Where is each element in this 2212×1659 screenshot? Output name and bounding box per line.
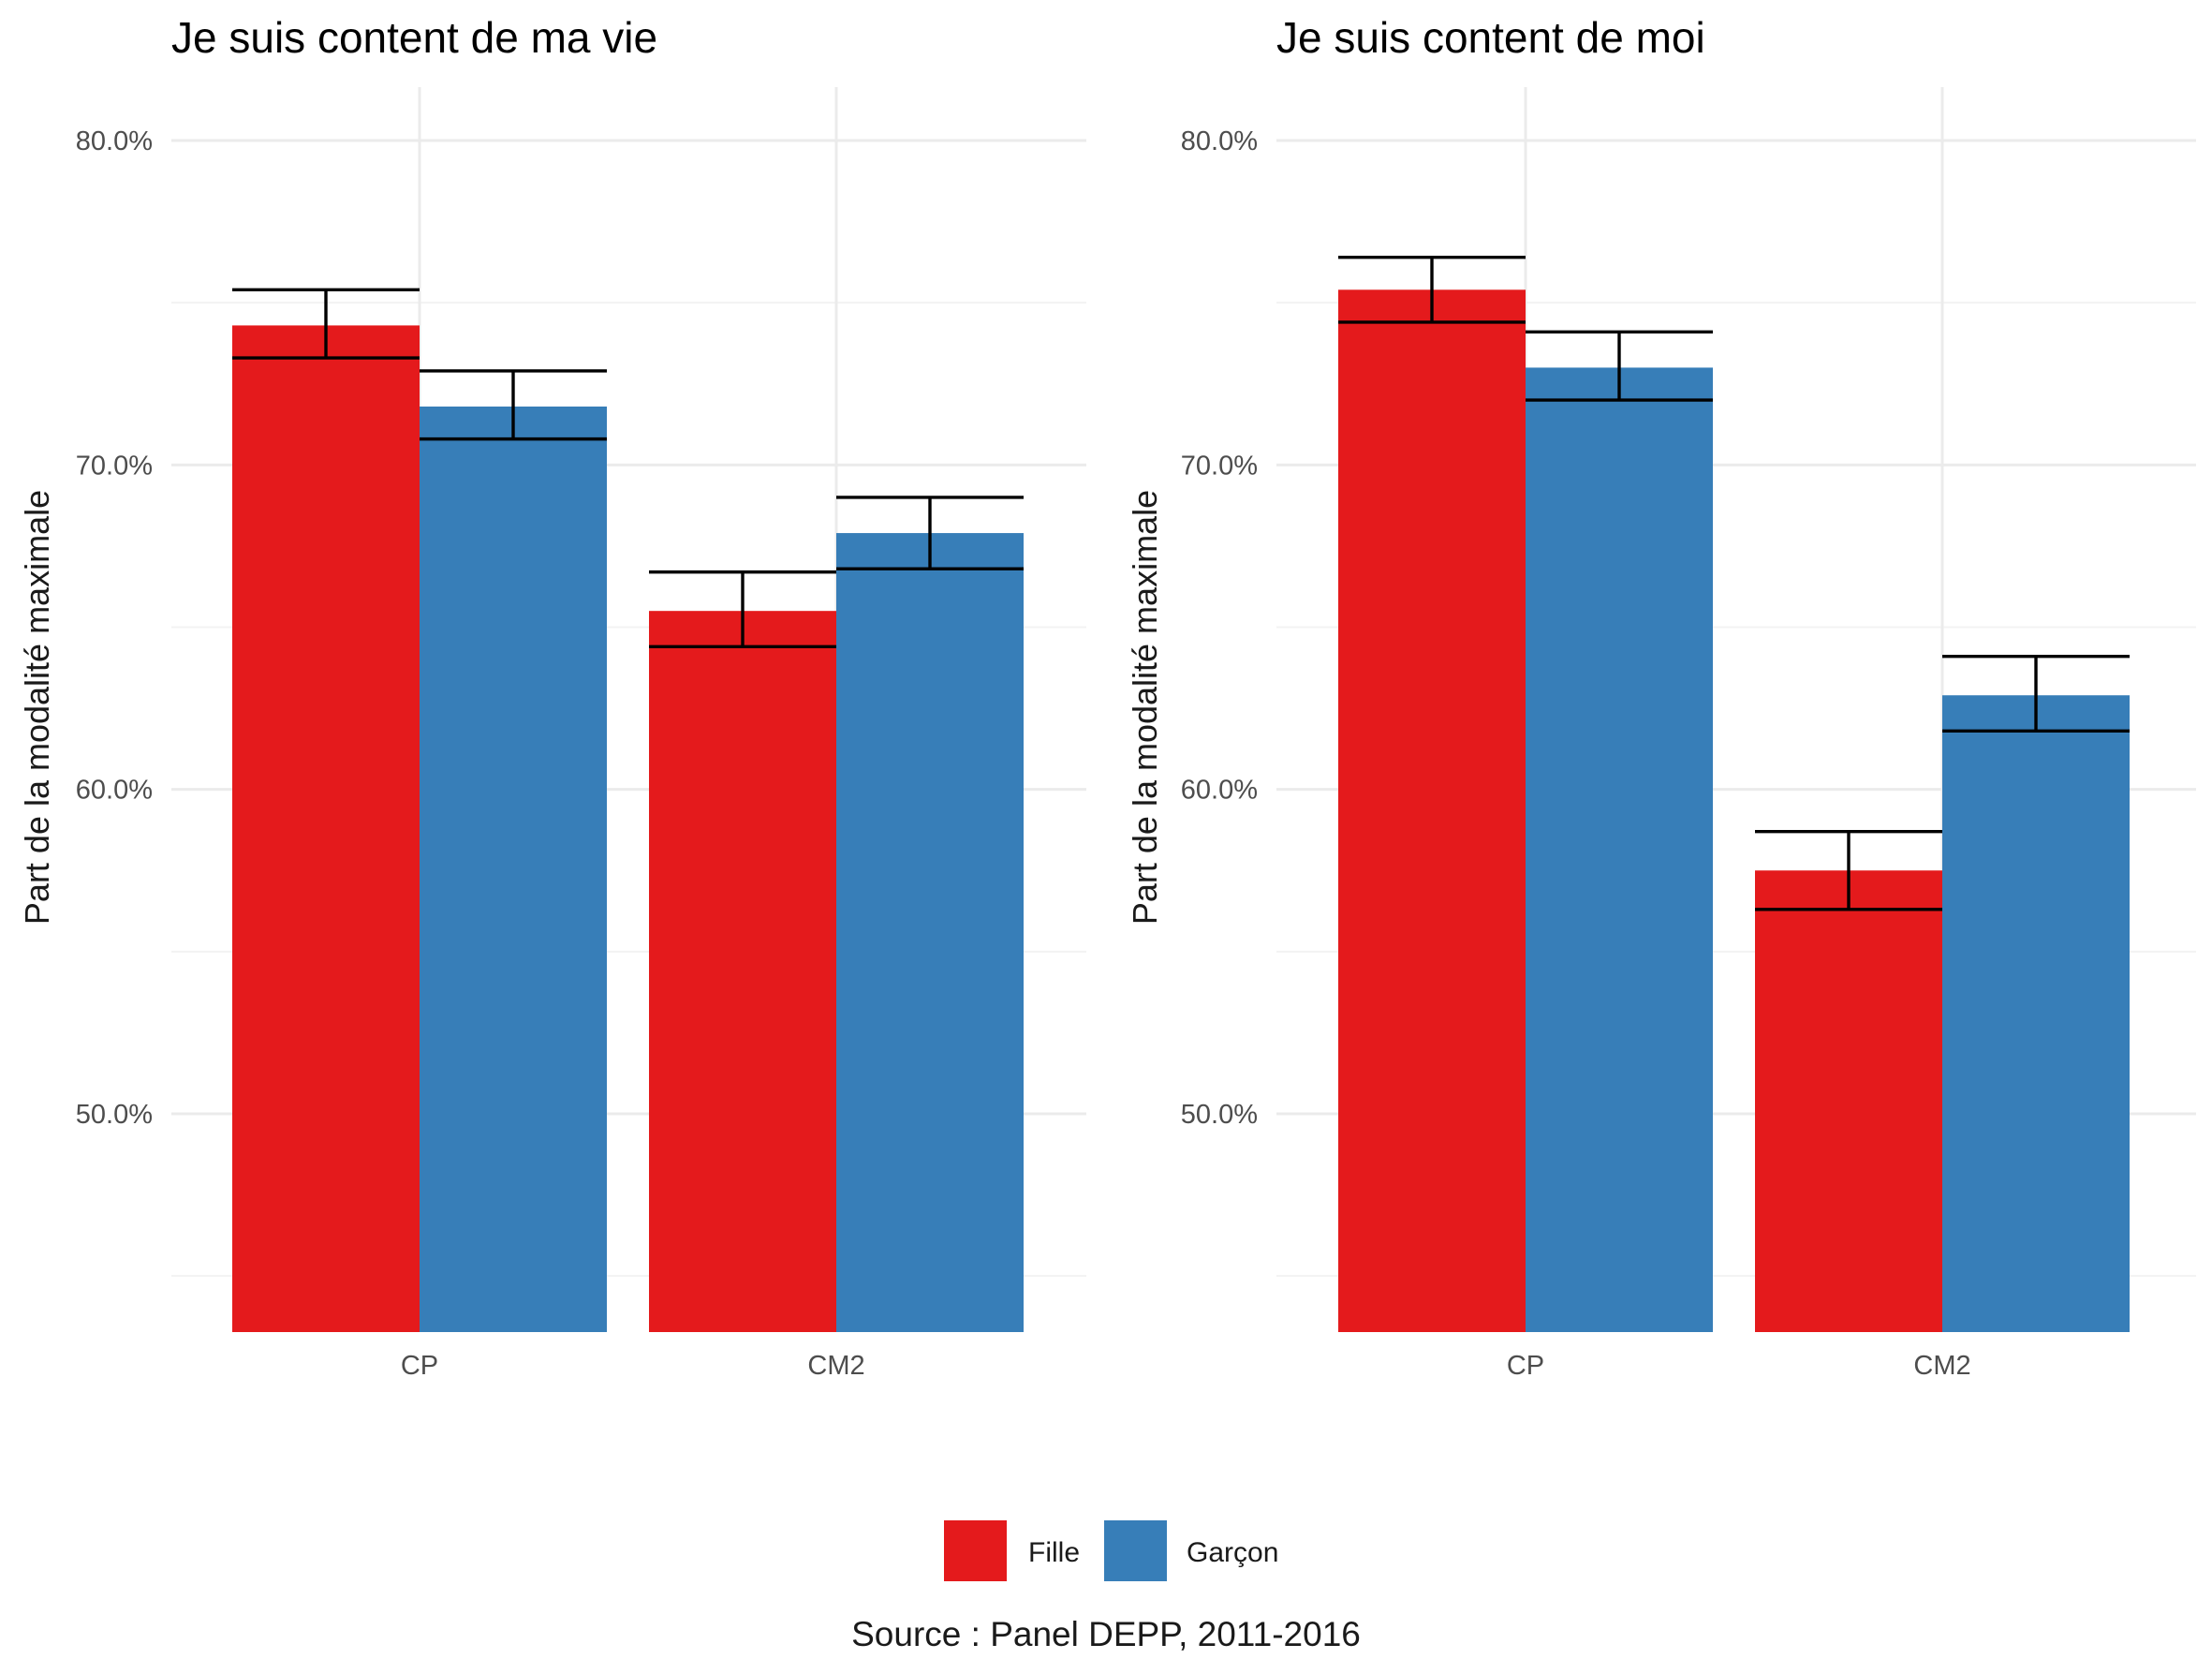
bar	[1338, 289, 1526, 1332]
chart-figure: 50.0% 60.0% 70.0% 80.0% CP CM2 Je suis content…	[0, 0, 2212, 1659]
y-tick-label: 80.0%	[76, 126, 153, 156]
caption: Source : Panel DEPP, 2011-2016	[851, 1615, 1361, 1653]
bar	[1755, 870, 1942, 1332]
chart-title: Je suis content de ma vie	[171, 13, 657, 62]
bar	[232, 325, 420, 1332]
legend-label: Fille	[1028, 1537, 1080, 1568]
y-tick-label: 60.0%	[76, 776, 153, 806]
y-tick-label: 60.0%	[1181, 776, 1258, 806]
y-axis-label: Part de la modalité maximale	[1126, 490, 1164, 925]
bar	[649, 611, 836, 1332]
x-tick-label: CM2	[1913, 1351, 1970, 1381]
y-tick-label: 70.0%	[76, 451, 153, 481]
x-tick-label: CP	[1507, 1351, 1544, 1381]
legend-key	[1104, 1520, 1167, 1581]
y-tick-label: 50.0%	[76, 1100, 153, 1130]
y-tick-label: 50.0%	[1181, 1100, 1258, 1130]
x-tick-label: CP	[401, 1351, 438, 1381]
legend-key	[944, 1520, 1007, 1581]
chart-title: Je suis content de moi	[1276, 13, 1705, 62]
legend-label: Garçon	[1187, 1537, 1278, 1568]
y-axis-label: Part de la modalité maximale	[18, 490, 56, 925]
x-tick-label: CM2	[807, 1351, 864, 1381]
bar	[420, 407, 607, 1332]
bar	[1942, 695, 2130, 1332]
bar	[836, 533, 1024, 1332]
y-tick-label: 70.0%	[1181, 451, 1258, 481]
bar	[1526, 367, 1713, 1332]
y-tick-label: 80.0%	[1181, 126, 1258, 156]
